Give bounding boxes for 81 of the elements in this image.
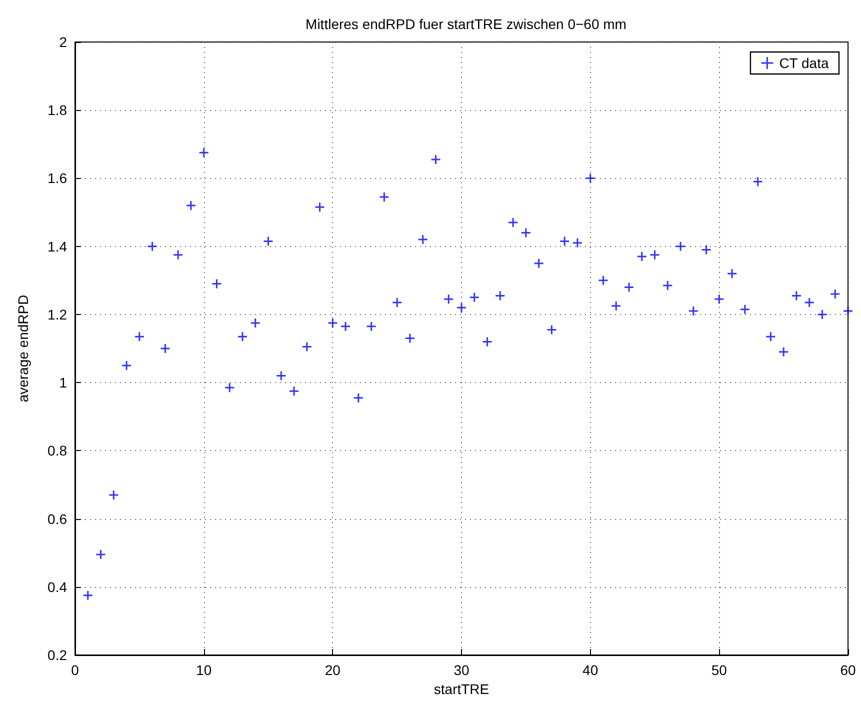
point bbox=[494, 290, 506, 301]
point bbox=[211, 278, 222, 290]
y-tick-label: 1 bbox=[59, 374, 68, 391]
point bbox=[172, 250, 184, 260]
x-tick-label: 50 bbox=[711, 662, 728, 678]
point bbox=[443, 294, 454, 304]
legend-label: CT data bbox=[779, 55, 829, 71]
x-axis-title: startTRE bbox=[434, 680, 490, 697]
point bbox=[778, 346, 789, 358]
point bbox=[688, 306, 699, 316]
point bbox=[160, 343, 170, 354]
point bbox=[456, 302, 467, 313]
point bbox=[404, 333, 416, 344]
point bbox=[366, 321, 377, 332]
y-tick-label: 1.4 bbox=[48, 238, 68, 254]
point bbox=[701, 244, 712, 255]
x-tick-label: 10 bbox=[196, 662, 212, 678]
point bbox=[392, 297, 402, 308]
point bbox=[791, 290, 802, 301]
point bbox=[108, 490, 119, 500]
y-tick-label: 1.2 bbox=[48, 306, 68, 322]
x-tick-label: 60 bbox=[840, 662, 856, 678]
point bbox=[224, 382, 235, 393]
point bbox=[610, 300, 622, 312]
point bbox=[237, 331, 248, 342]
y-tick-label: 0.8 bbox=[48, 442, 68, 459]
point bbox=[418, 234, 428, 245]
point bbox=[147, 241, 158, 252]
point bbox=[726, 268, 738, 279]
point bbox=[353, 392, 364, 404]
point bbox=[752, 176, 764, 187]
point bbox=[534, 258, 544, 269]
point bbox=[675, 241, 686, 252]
point bbox=[121, 360, 132, 371]
y-tick-label: 2 bbox=[59, 34, 68, 50]
y-tick-label: 1.6 bbox=[48, 170, 68, 186]
y-axis-title: average endRPD bbox=[15, 294, 31, 402]
x-tick-label: 40 bbox=[582, 662, 598, 678]
point bbox=[546, 324, 557, 336]
chart-title: Mittleres endRPD fuer startTRE zwischen 0−60 mm bbox=[306, 16, 626, 32]
point bbox=[765, 331, 776, 342]
point bbox=[198, 147, 210, 158]
point bbox=[740, 304, 750, 315]
y-tick-label: 0.6 bbox=[48, 510, 68, 527]
point bbox=[134, 331, 145, 342]
point bbox=[830, 288, 840, 300]
point bbox=[263, 236, 274, 246]
point bbox=[314, 202, 326, 212]
point bbox=[714, 294, 724, 304]
point bbox=[598, 275, 608, 286]
point bbox=[288, 386, 300, 396]
point bbox=[804, 297, 815, 308]
point bbox=[816, 309, 828, 320]
point bbox=[508, 217, 518, 228]
point bbox=[96, 549, 106, 560]
point bbox=[327, 318, 338, 328]
point bbox=[378, 192, 390, 202]
point bbox=[482, 336, 493, 347]
point bbox=[186, 200, 196, 211]
x-tick-label: 20 bbox=[324, 662, 341, 678]
point bbox=[340, 321, 351, 332]
point bbox=[276, 370, 286, 381]
point bbox=[82, 590, 94, 601]
y-tick-label: 0.4 bbox=[48, 578, 68, 595]
point bbox=[624, 282, 634, 292]
point bbox=[572, 238, 583, 248]
point bbox=[520, 227, 532, 238]
point bbox=[650, 250, 660, 260]
point bbox=[662, 280, 673, 291]
point bbox=[250, 318, 261, 328]
point bbox=[430, 154, 441, 165]
point bbox=[585, 172, 596, 184]
x-tick-label: 30 bbox=[454, 662, 470, 678]
point bbox=[469, 292, 480, 303]
y-tick-label: 0.2 bbox=[48, 647, 68, 663]
point bbox=[842, 306, 854, 316]
x-tick-label: 0 bbox=[71, 662, 80, 678]
y-tick-label: 1.8 bbox=[48, 102, 68, 118]
point bbox=[636, 251, 648, 262]
point bbox=[559, 236, 570, 246]
point bbox=[302, 342, 312, 352]
